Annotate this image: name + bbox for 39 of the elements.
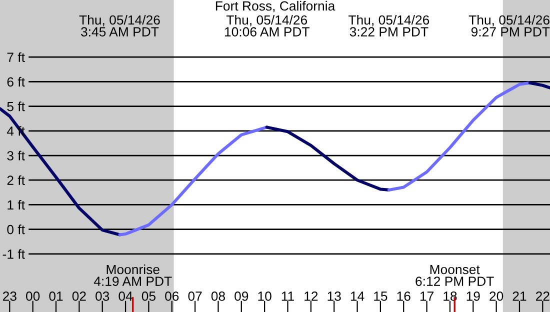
y-tick-label: 7 ft — [7, 52, 25, 62]
x-tick-label: 18 — [444, 292, 457, 301]
chart-title: Fort Ross, California — [216, 0, 336, 12]
x-tick-label: 13 — [328, 292, 341, 301]
x-tick-label: 11 — [282, 292, 294, 301]
x-tick-label: 09 — [234, 292, 248, 301]
x-tick-label: 23 — [2, 292, 16, 301]
annotation: Thu, 05/14/26 9:27 PM PDT — [468, 14, 550, 36]
ref-line-label: Moonrise 4:19 AM PDT — [94, 264, 172, 286]
x-tick-label: 00 — [26, 292, 40, 301]
y-tick-label: 5 ft — [7, 102, 25, 112]
x-tick-label: 14 — [350, 292, 364, 301]
ref-line-label: Moonset 6:12 PM PDT — [416, 264, 494, 286]
x-tick-label: 07 — [188, 292, 202, 301]
x-tick-label: 22 — [536, 292, 550, 301]
x-tick-label: 02 — [72, 292, 86, 301]
y-tick-label: -1 ft — [2, 249, 25, 259]
y-tick-label: 3 ft — [7, 150, 25, 160]
x-tick-label: 06 — [165, 292, 179, 301]
x-tick-label: 12 — [304, 292, 318, 301]
x-tick-label: 05 — [142, 292, 156, 301]
y-tick-label: 0 ft — [7, 224, 25, 234]
y-tick-label: 1 ft — [8, 200, 25, 210]
x-tick-label: 16 — [397, 292, 410, 301]
x-tick-label: 21 — [512, 292, 526, 301]
x-tick-label: 01 — [49, 292, 63, 301]
x-tick-label: 20 — [490, 292, 504, 301]
y-tick-label: 6 ft — [7, 76, 25, 87]
annotation: Thu, 05/14/26 3:22 PM PDT — [348, 14, 430, 36]
x-tick-label: 19 — [466, 292, 480, 301]
x-tick-label: 03 — [96, 292, 110, 301]
x-tick-label: 15 — [374, 292, 388, 301]
annotation: Thu, 05/14/26 10:06 AM PDT — [224, 14, 310, 36]
x-tick-label: 10 — [258, 292, 272, 301]
x-tick-label: 17 — [420, 292, 434, 301]
y-tick-label: 2 ft — [7, 175, 25, 185]
x-tick-label: 04 — [118, 292, 132, 301]
x-tick-label: 08 — [211, 292, 225, 301]
annotation: Thu, 05/14/26 3:45 AM PDT — [79, 14, 160, 36]
